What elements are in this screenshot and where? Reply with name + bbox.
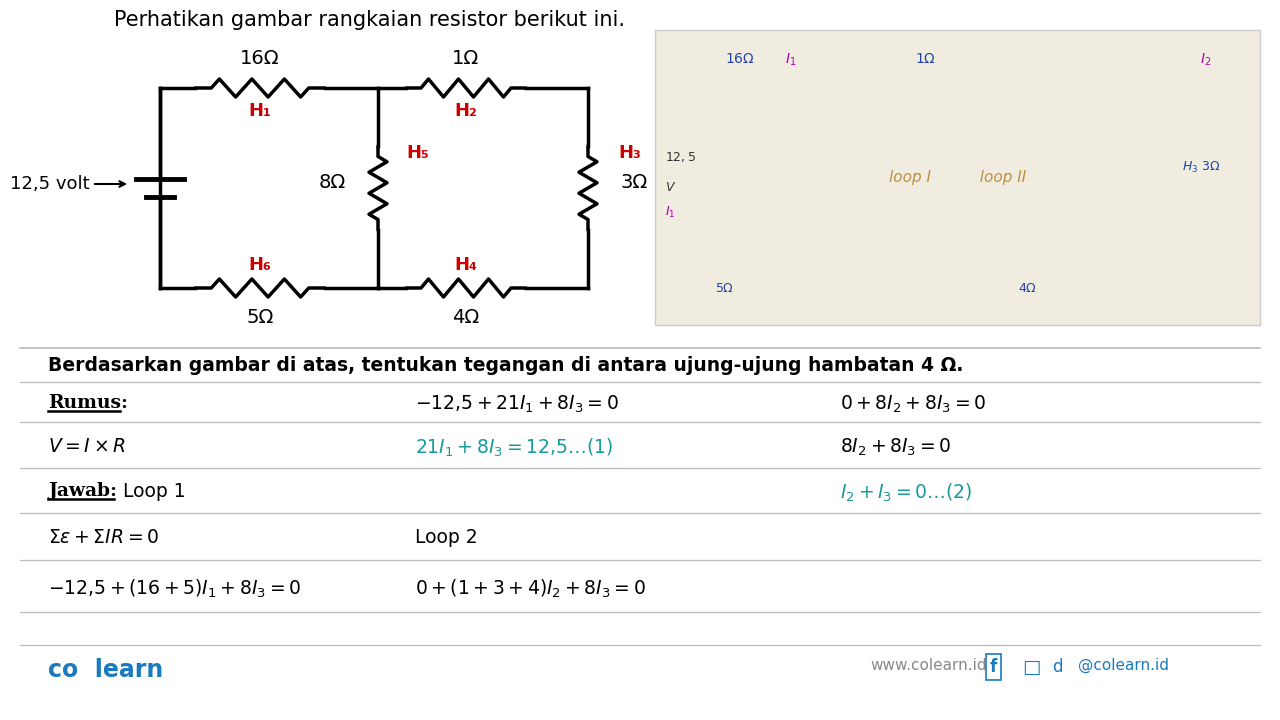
Text: $8I_2 + 8I_3 = 0$: $8I_2 + 8I_3 = 0$: [840, 437, 951, 459]
Text: Berdasarkan gambar di atas, tentukan tegangan di antara ujung-ujung hambatan 4 Ω: Berdasarkan gambar di atas, tentukan teg…: [49, 356, 964, 375]
Text: Perhatikan gambar rangkaian resistor berikut ini.: Perhatikan gambar rangkaian resistor ber…: [114, 10, 626, 30]
Text: □: □: [1021, 658, 1041, 677]
Text: 4Ω: 4Ω: [452, 308, 480, 327]
Text: $I_2$: $I_2$: [1201, 52, 1211, 68]
Text: 5Ω: 5Ω: [246, 308, 274, 327]
Text: $1 \Omega$: $1 \Omega$: [915, 52, 936, 66]
Text: loop I          loop II: loop I loop II: [888, 170, 1027, 185]
Text: $0 + (1 + 3 + 4)I_2 + 8I_3 = 0$: $0 + (1 + 3 + 4)I_2 + 8I_3 = 0$: [415, 578, 646, 600]
Text: Rumus:: Rumus:: [49, 394, 128, 412]
Text: $21I_1 + 8I_3 = 12{,}5 \ldots (1)$: $21I_1 + 8I_3 = 12{,}5 \ldots (1)$: [415, 437, 613, 459]
Text: $V = I \times R$: $V = I \times R$: [49, 437, 125, 456]
Text: $5\Omega$: $5\Omega$: [716, 282, 733, 295]
Text: $\Sigma\varepsilon + \Sigma IR = 0$: $\Sigma\varepsilon + \Sigma IR = 0$: [49, 528, 159, 547]
Text: H₂: H₂: [454, 102, 477, 120]
Text: Loop 2: Loop 2: [415, 528, 477, 547]
Text: $12,5$: $12,5$: [666, 150, 696, 164]
Text: H₆: H₆: [248, 256, 271, 274]
Text: @colearn.id: @colearn.id: [1078, 658, 1169, 673]
Text: $-12{,}5 + 21I_1 + 8I_3 = 0$: $-12{,}5 + 21I_1 + 8I_3 = 0$: [415, 394, 618, 415]
Text: $0 + 8I_2 + 8I_3 = 0$: $0 + 8I_2 + 8I_3 = 0$: [840, 394, 987, 415]
Text: $I_1$: $I_1$: [666, 205, 676, 220]
Text: H₅: H₅: [406, 144, 429, 162]
Text: 8Ω: 8Ω: [319, 174, 346, 192]
Text: H₄: H₄: [454, 256, 477, 274]
Text: d: d: [1052, 658, 1062, 676]
Text: $V$: $V$: [666, 181, 676, 194]
Text: f: f: [989, 658, 997, 676]
Text: co  learn: co learn: [49, 658, 164, 682]
Text: $I_2 + I_3 = 0 \ldots (2)$: $I_2 + I_3 = 0 \ldots (2)$: [840, 482, 973, 504]
Text: 12,5 volt: 12,5 volt: [10, 175, 90, 193]
Text: $16 \Omega$: $16 \Omega$: [724, 52, 755, 66]
Text: 1Ω: 1Ω: [452, 49, 480, 68]
Text: www.colearn.id: www.colearn.id: [870, 658, 987, 673]
Text: $-12{,}5 + (16 + 5)I_1 + 8I_3 = 0$: $-12{,}5 + (16 + 5)I_1 + 8I_3 = 0$: [49, 578, 301, 600]
Text: 16Ω: 16Ω: [241, 49, 280, 68]
Text: H₁: H₁: [248, 102, 271, 120]
Text: $I_1$: $I_1$: [785, 52, 796, 68]
Text: Jawab:: Jawab:: [49, 482, 116, 500]
Text: $4\Omega$: $4\Omega$: [1018, 282, 1037, 295]
Text: H₃: H₃: [618, 144, 641, 162]
FancyBboxPatch shape: [655, 30, 1260, 325]
Text: 3Ω: 3Ω: [620, 174, 648, 192]
Text: Loop 1: Loop 1: [123, 482, 186, 501]
Text: $H_3\ 3\Omega$: $H_3\ 3\Omega$: [1181, 160, 1220, 175]
